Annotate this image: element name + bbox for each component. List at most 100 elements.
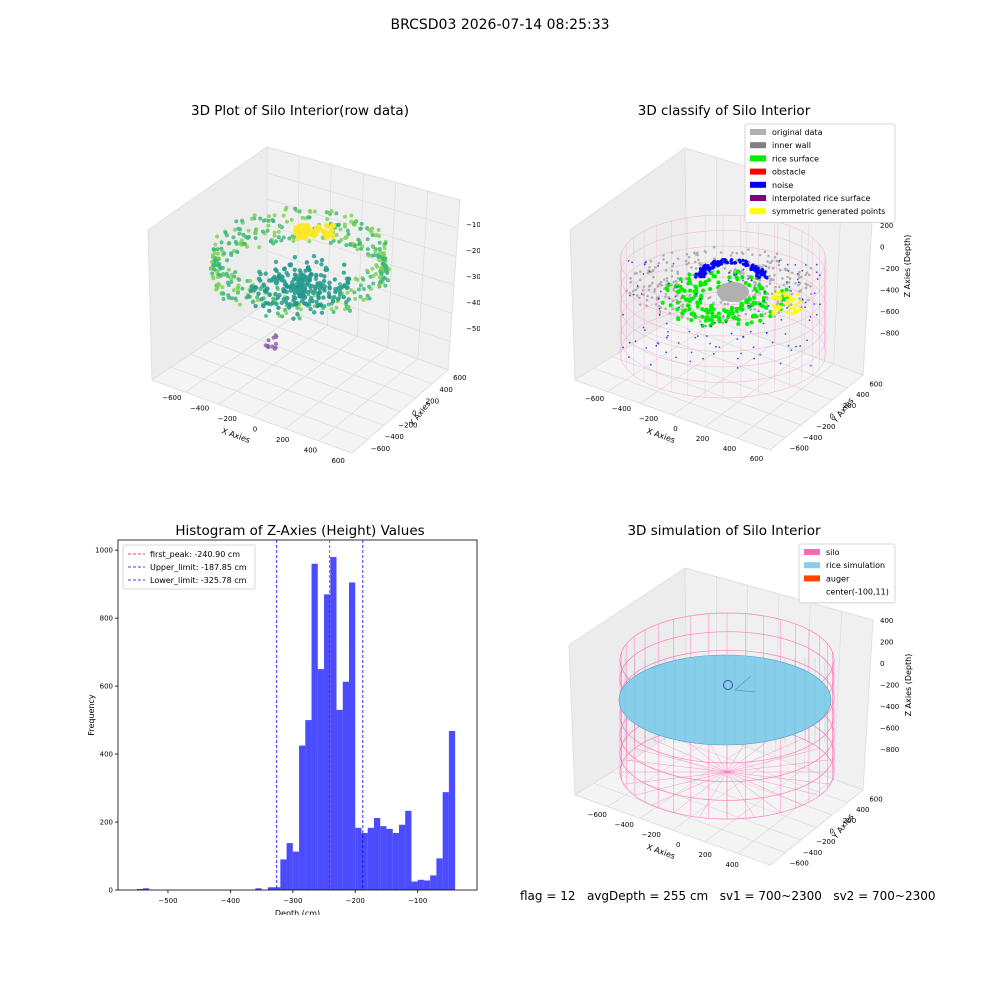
raw-point	[289, 217, 294, 222]
noise-point	[667, 282, 670, 285]
grid-line	[737, 778, 834, 854]
raw-point	[215, 247, 220, 252]
rice-point	[710, 314, 715, 319]
rice-point	[736, 322, 741, 327]
legend-label-3: obstacle	[772, 168, 806, 177]
raw-point	[242, 241, 247, 246]
noise-point	[714, 321, 717, 324]
original-point	[628, 291, 632, 295]
noise-point	[749, 330, 752, 333]
legend-label-3: center(-100,11)	[826, 588, 889, 597]
raw-point	[352, 244, 357, 249]
x-tick-label-6: 600	[331, 457, 344, 465]
x-tick-label-2: −300	[283, 897, 302, 905]
raw-point	[318, 272, 324, 278]
rice-point	[734, 275, 739, 280]
noise-point	[813, 292, 816, 295]
legend-label-2: Lower_limit: -325.78 cm	[150, 576, 247, 585]
original-point	[773, 273, 776, 277]
noise-point	[631, 261, 633, 264]
rice-point	[735, 269, 740, 274]
original-point	[675, 293, 679, 297]
original-point	[787, 280, 791, 284]
noise-point	[763, 299, 765, 302]
raw-point	[352, 290, 357, 295]
original-point	[667, 295, 671, 299]
noise-point	[786, 281, 788, 283]
original-point	[700, 264, 703, 268]
raw-point	[382, 246, 387, 251]
noise-point	[727, 262, 730, 265]
silo-floor-spoke	[673, 771, 728, 813]
noise-point	[753, 357, 755, 360]
original-point	[751, 253, 754, 256]
x-tick-label-3: 0	[253, 426, 257, 434]
raw-point	[267, 292, 272, 298]
raw-point	[281, 213, 286, 218]
raw-point	[361, 277, 366, 282]
raw-point	[276, 229, 281, 234]
original-point	[723, 302, 727, 306]
raw-point	[286, 305, 292, 310]
raw-point	[225, 280, 230, 285]
original-point	[706, 271, 710, 275]
raw-point	[331, 238, 336, 243]
symmetric-point	[788, 306, 793, 310]
raw-point	[337, 288, 343, 294]
rice-point	[692, 289, 697, 294]
raw-point	[275, 295, 280, 300]
noise-point	[815, 271, 818, 274]
raw-point	[223, 230, 228, 235]
original-point	[648, 265, 651, 269]
noise-point	[716, 263, 720, 268]
raw-point	[245, 236, 250, 241]
original-point	[758, 253, 762, 257]
noise-point	[658, 314, 661, 316]
noise-point	[694, 275, 698, 279]
noise-point	[806, 339, 809, 342]
z-tick-label-1: 200	[880, 639, 893, 647]
rice-point	[689, 312, 694, 317]
noise-point	[718, 346, 721, 349]
raw-point	[281, 297, 287, 302]
raw-point	[274, 301, 279, 307]
raw-point	[382, 253, 387, 258]
raw-point	[218, 273, 223, 278]
raw-point	[358, 294, 363, 299]
rice-point	[736, 317, 741, 322]
original-point	[789, 303, 793, 306]
histogram-bar-7	[292, 851, 300, 890]
raw-point	[212, 251, 217, 256]
raw-point	[257, 269, 262, 274]
noise-point	[766, 331, 768, 334]
raw-point	[232, 274, 237, 279]
raw-point	[288, 288, 293, 293]
z-tick-label-4: −500	[466, 325, 480, 333]
histogram-bar-30	[436, 858, 443, 890]
original-point	[712, 245, 716, 249]
rice-point	[749, 275, 754, 280]
noise-point	[649, 363, 652, 366]
noise-point	[767, 305, 770, 307]
raw-point	[365, 247, 370, 252]
rice-point	[687, 272, 692, 277]
noise-point	[755, 274, 759, 278]
raw-point	[312, 209, 317, 214]
raw-point	[210, 259, 215, 264]
raw-point	[232, 249, 237, 254]
rice-point	[695, 304, 700, 309]
histogram-bar-31	[442, 792, 449, 890]
raw-point	[257, 278, 263, 283]
raw-point	[321, 236, 326, 241]
raw-point	[383, 283, 388, 288]
raw-point	[343, 307, 348, 312]
original-point	[768, 282, 772, 285]
original-point	[777, 311, 781, 314]
raw-point	[348, 308, 353, 313]
z-tick-label-3: −400	[880, 287, 899, 295]
noise-point	[699, 298, 702, 301]
raw-point	[358, 226, 363, 231]
histogram-bar-3	[267, 887, 275, 890]
raw-point	[210, 274, 215, 279]
y-tick-label-6: 600	[869, 795, 882, 803]
